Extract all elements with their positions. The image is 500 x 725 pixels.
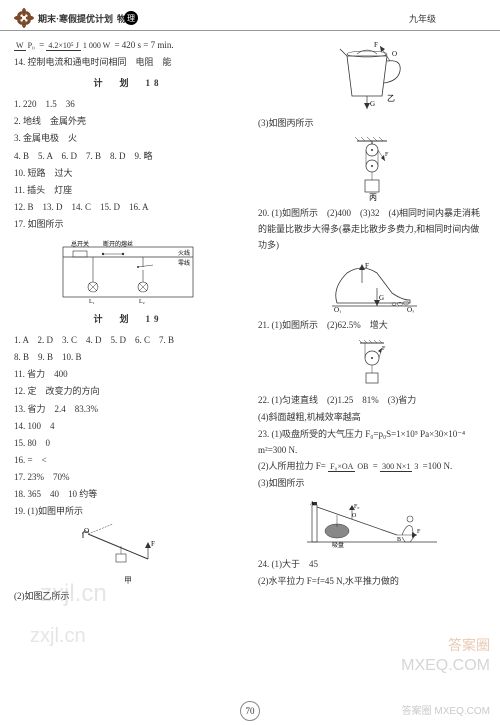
watermark-r3: 答案圈 MXEQ.COM (402, 702, 490, 717)
plan-19-title: 计 划 19 (14, 311, 242, 328)
circuit-figure: 总开关 断开的熔丝 火线 零线 L₁ L₂ (53, 237, 203, 307)
suction-lever-figure: A B 吸盘 O F₀ F (302, 497, 442, 552)
p18-1: 1. 220 1.5 36 (14, 96, 242, 113)
page-header: 期末·寒假提优计划 物 理 九年级 (0, 0, 500, 31)
r-22: 22. (1)匀速直线 (2)1.25 81% (3)省力 (258, 392, 486, 409)
svg-text:O: O (352, 513, 357, 519)
p18-2: 2. 地线 金属外壳 (14, 113, 242, 130)
svg-text:A: A (310, 501, 315, 507)
page-number: 70 (240, 701, 260, 721)
svg-text:G: G (370, 100, 375, 108)
r-24-2: (2)水平拉力 F=f=45 N,水平推力做的 (258, 573, 486, 590)
r-23-3: (3)如图所示 (258, 475, 486, 492)
svg-text:断开的熔丝: 断开的熔丝 (103, 240, 133, 248)
svg-text:F: F (365, 262, 369, 270)
subject-char-2: 理 (124, 11, 138, 25)
svg-text:乙: 乙 (387, 94, 395, 103)
p18-10: 10. 短路 过大 (14, 165, 242, 182)
formula-line: WP₀ = 4.2×10⁵ J1 000 W = 420 s = 7 min. (14, 37, 242, 54)
svg-text:F: F (417, 529, 421, 535)
svg-text:L₂: L₂ (139, 299, 145, 305)
p19-1: 1. A 2. D 3. C 4. D 5. D 6. C 7. B (14, 332, 242, 349)
header-title: 期末·寒假提优计划 (38, 12, 113, 25)
svg-text:L₁: L₁ (89, 299, 95, 305)
svg-text:总开关: 总开关 (71, 240, 89, 248)
r-23: 23. (1)吸盘所受的大气压力 F₀=p₀S=1×10⁵ Pa×30×10⁻⁴… (258, 426, 486, 458)
p19-18: 18. 365 40 10 约等 (14, 486, 242, 503)
watermark-2: zxjl.cn (30, 625, 86, 648)
svg-text:F₀: F₀ (354, 504, 359, 510)
fig-caption-left: 甲 (14, 573, 242, 588)
p18-11: 11. 插头 灯座 (14, 182, 242, 199)
svg-text:火线: 火线 (178, 249, 190, 257)
svg-text:B: B (397, 537, 401, 543)
svg-text:G: G (379, 294, 384, 302)
kettle-figure: G O F 乙 (332, 41, 412, 111)
p18-12: 12. B 13. D 14. C 15. D 16. A (14, 199, 242, 216)
pulley-figure-2: F (352, 338, 392, 388)
pulley-figure-1: F 丙 (347, 136, 397, 201)
svg-text:F: F (151, 540, 155, 548)
p19-16: 16. = < (14, 452, 242, 469)
p19-17: 17. 23% 70% (14, 469, 242, 486)
left-column: WP₀ = 4.2×10⁵ J1 000 W = 420 s = 7 min. … (14, 37, 250, 605)
flower-icon (14, 8, 34, 28)
svg-text:吸盘: 吸盘 (332, 541, 344, 549)
r-3: (3)如图丙所示 (258, 115, 486, 132)
p19-14: 14. 100 4 (14, 418, 242, 435)
svg-text:O₁: O₁ (334, 306, 342, 313)
r-21: 21. (1)如图所示 (2)62.5% 增大 (258, 317, 486, 334)
svg-text:F: F (385, 152, 389, 158)
p19-15: 15. 80 0 (14, 435, 242, 452)
subject-badge: 物 理 (117, 11, 138, 25)
r-23-2: (2)人所用拉力 F= F₀×OAOB = 300 N×13 =100 N. (258, 458, 486, 475)
p19-12: 12. 定 改变力的方向 (14, 383, 242, 400)
p18-4: 4. B 5. A 6. D 7. B 8. D 9. 略 (14, 148, 242, 165)
svg-text:F: F (382, 346, 386, 352)
p18-17: 17. 如图所示 (14, 216, 242, 233)
plan-18-title: 计 划 18 (14, 75, 242, 92)
p19-11: 11. 省力 400 (14, 366, 242, 383)
q14: 14. 控制电流和通电时间相同 电阻 能 (14, 54, 242, 71)
foot-figure: O₁ O₂ F G (322, 258, 422, 313)
r-20: 20. (1)如图所示 (2)400 (3)32 (4)相同时间内暴走消耗的能量… (258, 205, 486, 254)
r-22b: (4)斜面越粗,机械效率越高 (258, 409, 486, 426)
p19-8: 8. B 9. B 10. B (14, 349, 242, 366)
content-columns: WP₀ = 4.2×10⁵ J1 000 W = 420 s = 7 min. … (0, 31, 500, 605)
r-24: 24. (1)大于 45 (258, 556, 486, 573)
lever-figure-left: O F (78, 524, 178, 569)
svg-text:零线: 零线 (178, 259, 190, 267)
svg-text:O₂: O₂ (407, 306, 415, 313)
p19-13: 13. 省力 2.4 83.3% (14, 401, 242, 418)
svg-text:丙: 丙 (369, 193, 377, 201)
watermark-r1: 答案圈 (448, 635, 490, 655)
right-column: G O F 乙 (3)如图丙所示 F 丙 20. (1)如图所示 (2)400 (250, 37, 486, 605)
svg-text:F: F (374, 41, 378, 49)
p18-3: 3. 金属电极 火 (14, 130, 242, 147)
grade-label: 九年级 (409, 12, 436, 25)
p19-19-1: 19. (1)如图甲所示 (14, 503, 242, 520)
p19-19-2: (2)如图乙所示 (14, 588, 242, 605)
watermark-r2: MXEQ.COM (401, 657, 490, 675)
svg-text:O: O (392, 50, 397, 58)
